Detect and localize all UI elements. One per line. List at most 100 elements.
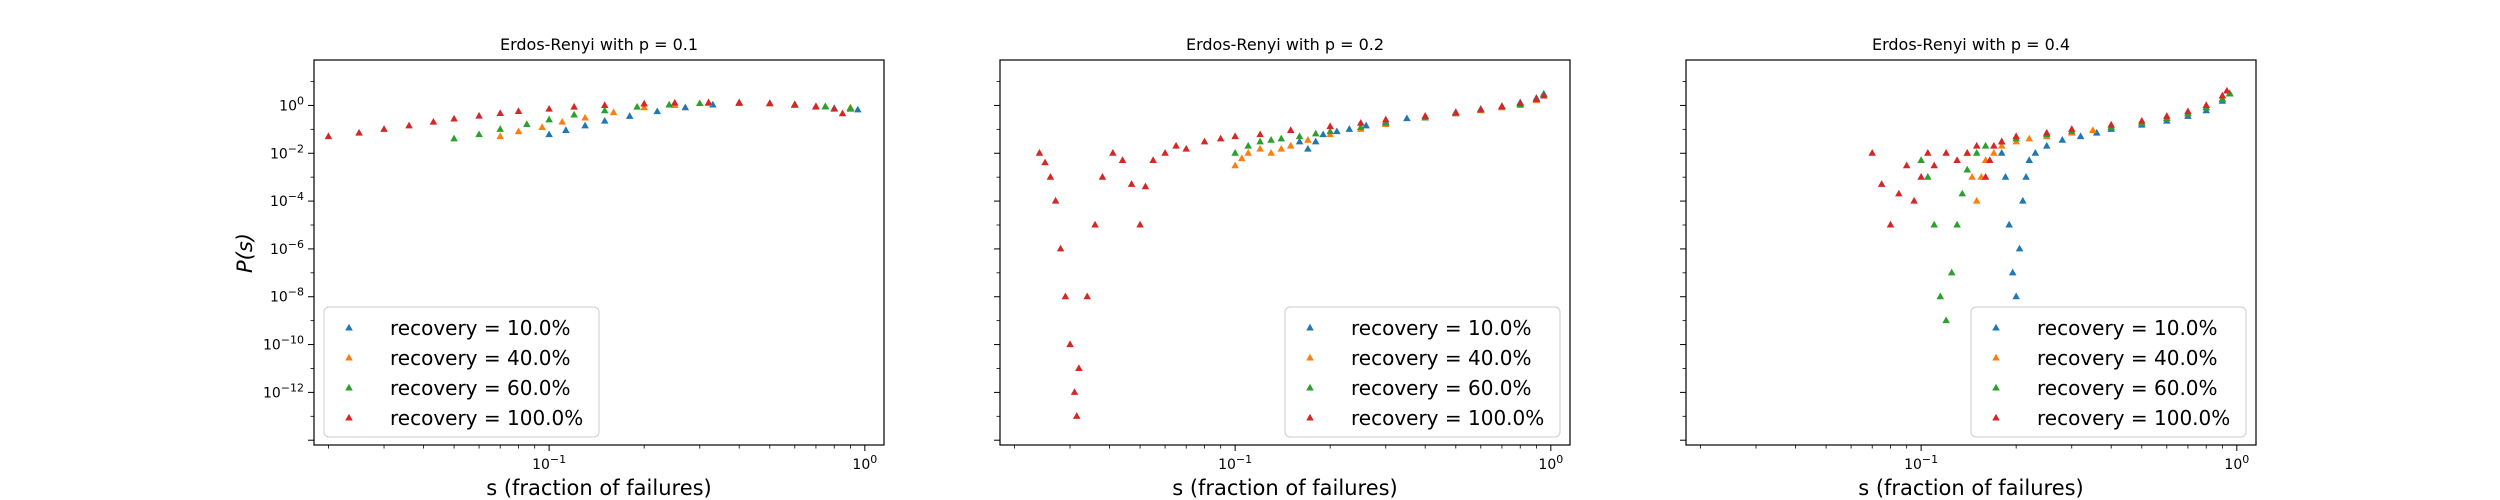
- data-point: [1452, 108, 1460, 116]
- data-point: [1924, 172, 1932, 180]
- data-point: [1127, 180, 1136, 187]
- y-tick-label: 10−2: [270, 142, 304, 162]
- data-point: [625, 112, 634, 119]
- data-point: [1083, 292, 1091, 300]
- series-1: [1997, 89, 2234, 300]
- data-point: [1953, 156, 1961, 163]
- data-point: [2042, 128, 2051, 136]
- legend: recovery = 10.0% recovery = 40.0% recovery…: [1284, 306, 1561, 438]
- series-3: [1231, 90, 1548, 156]
- data-point: [1516, 99, 1525, 107]
- data-point: [791, 100, 799, 108]
- data-point: [496, 125, 504, 132]
- axes-frame: [1685, 59, 2257, 446]
- data-point: [1356, 123, 1365, 130]
- legend-label: recovery = 10.0%: [390, 316, 571, 340]
- legend-label: recovery = 100.0%: [390, 406, 583, 430]
- data-point: [1136, 220, 1144, 228]
- data-point: [1231, 132, 1239, 140]
- data-point: [1109, 149, 1117, 156]
- y-tick-label: 10−10: [263, 334, 304, 354]
- data-point: [496, 109, 504, 117]
- y-tick-label: 10−8: [270, 286, 304, 306]
- data-point: [450, 114, 458, 122]
- data-point: [640, 103, 648, 111]
- data-point: [1381, 119, 1390, 126]
- data-point: [838, 109, 847, 117]
- data-point: [2092, 128, 2101, 136]
- plot-area: [1868, 86, 2234, 324]
- data-point: [2089, 126, 2097, 133]
- chart-title: Erdos-Renyi with p = 0.4: [1872, 35, 2070, 54]
- legend-marker: [345, 413, 353, 421]
- data-point: [581, 113, 589, 121]
- data-point: [1924, 149, 1932, 156]
- legend-marker: [1306, 383, 1314, 391]
- series-4: [1035, 91, 1548, 419]
- data-point: [1319, 130, 1327, 138]
- x-axis-label: s (fraction of failures): [1172, 476, 1398, 500]
- chart-title: Erdos-Renyi with p = 0.2: [1186, 35, 1384, 54]
- data-point: [735, 98, 743, 106]
- data-point: [766, 99, 774, 107]
- data-point: [1958, 189, 1967, 197]
- data-point: [405, 121, 413, 129]
- legend-marker: [345, 323, 353, 331]
- series-3: [450, 98, 855, 142]
- data-point: [538, 123, 546, 130]
- data-point: [355, 128, 363, 136]
- data-point: [2067, 125, 2076, 132]
- data-point: [1070, 388, 1079, 395]
- data-point: [1326, 127, 1334, 135]
- data-point: [1947, 268, 1956, 276]
- data-point: [581, 121, 589, 129]
- data-point: [1997, 137, 2006, 145]
- data-point: [1345, 125, 1354, 132]
- data-point: [2012, 292, 2020, 300]
- data-point: [670, 98, 679, 106]
- data-point: [545, 104, 553, 112]
- axes-frame: [999, 59, 1571, 446]
- data-point: [1304, 136, 1312, 143]
- data-point: [1200, 137, 1209, 145]
- data-point: [1061, 292, 1070, 300]
- legend-label: recovery = 60.0%: [2037, 376, 2218, 400]
- data-point: [1498, 102, 1506, 110]
- data-point: [2218, 91, 2227, 99]
- data-point: [695, 99, 704, 107]
- data-point: [1930, 220, 1938, 228]
- x-tick-label: 10−1: [532, 453, 566, 473]
- legend-marker: [345, 353, 353, 361]
- plot-area: [1035, 89, 1548, 419]
- data-point: [1231, 161, 1239, 169]
- data-point: [1216, 134, 1225, 142]
- data-point: [1118, 156, 1127, 163]
- data-point: [1972, 196, 1981, 204]
- data-point: [2218, 95, 2227, 102]
- data-point: [1981, 141, 1990, 149]
- data-point: [1256, 137, 1264, 145]
- data-point: [821, 102, 830, 110]
- data-point: [1902, 161, 1911, 169]
- data-point: [1244, 141, 1252, 149]
- data-point: [812, 102, 820, 110]
- y-axis-label: P(s): [233, 233, 257, 273]
- data-point: [609, 108, 618, 116]
- legend-label: recovery = 40.0%: [2037, 346, 2218, 370]
- data-point: [2015, 244, 2024, 252]
- legend-label: recovery = 40.0%: [390, 346, 571, 370]
- legend-label: recovery = 10.0%: [1351, 316, 1532, 340]
- chart-panel-2: Erdos-Renyi with p = 0.2 s (fraction of f…: [994, 35, 1571, 500]
- data-point: [1056, 244, 1065, 252]
- data-point: [1098, 172, 1107, 180]
- data-point: [1256, 130, 1264, 138]
- data-point: [558, 117, 566, 125]
- data-point: [1540, 91, 1548, 99]
- data-point: [1972, 149, 1981, 156]
- legend-label: recovery = 100.0%: [1351, 406, 1544, 430]
- legend: recovery = 10.0% recovery = 40.0% recovery…: [1970, 306, 2247, 438]
- data-point: [665, 100, 673, 108]
- data-point: [1968, 172, 1976, 180]
- data-point: [2163, 112, 2171, 119]
- series-1: [1295, 89, 1548, 152]
